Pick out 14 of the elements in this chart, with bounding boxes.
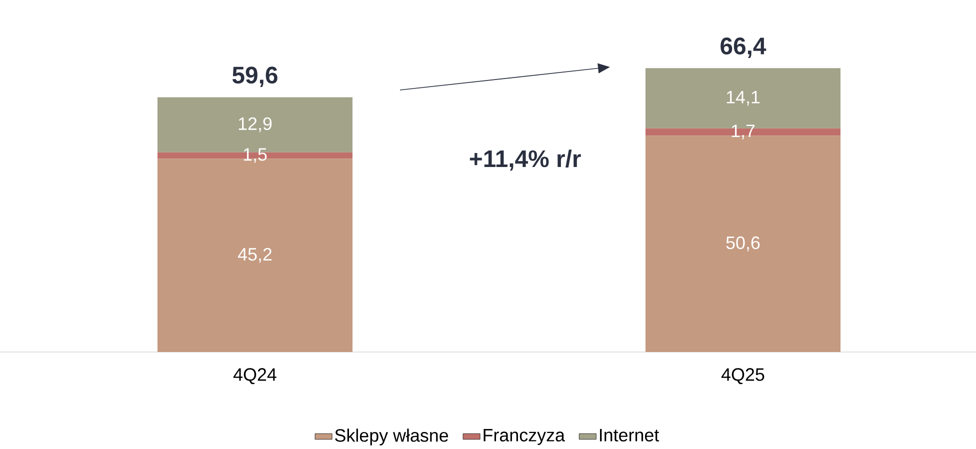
data-label: 1,7 xyxy=(732,124,755,140)
legend-label: Franczyza xyxy=(484,428,565,446)
x-tick-label: 4Q25 xyxy=(721,368,764,384)
total-label: 59,6 xyxy=(232,66,278,88)
data-label: 14,1 xyxy=(726,90,760,106)
data-label: 1,5 xyxy=(244,148,267,163)
data-label: 45,2 xyxy=(238,248,272,263)
data-label: 12,9 xyxy=(238,117,272,132)
legend-label: Sklepy własne xyxy=(335,428,448,446)
x-tick-label: 4Q24 xyxy=(233,368,276,384)
total-label: 66,4 xyxy=(720,38,766,58)
legend-label: Internet xyxy=(600,428,660,442)
annotation: +11,4% r/r xyxy=(470,150,581,171)
data-label: 50,6 xyxy=(726,236,760,252)
